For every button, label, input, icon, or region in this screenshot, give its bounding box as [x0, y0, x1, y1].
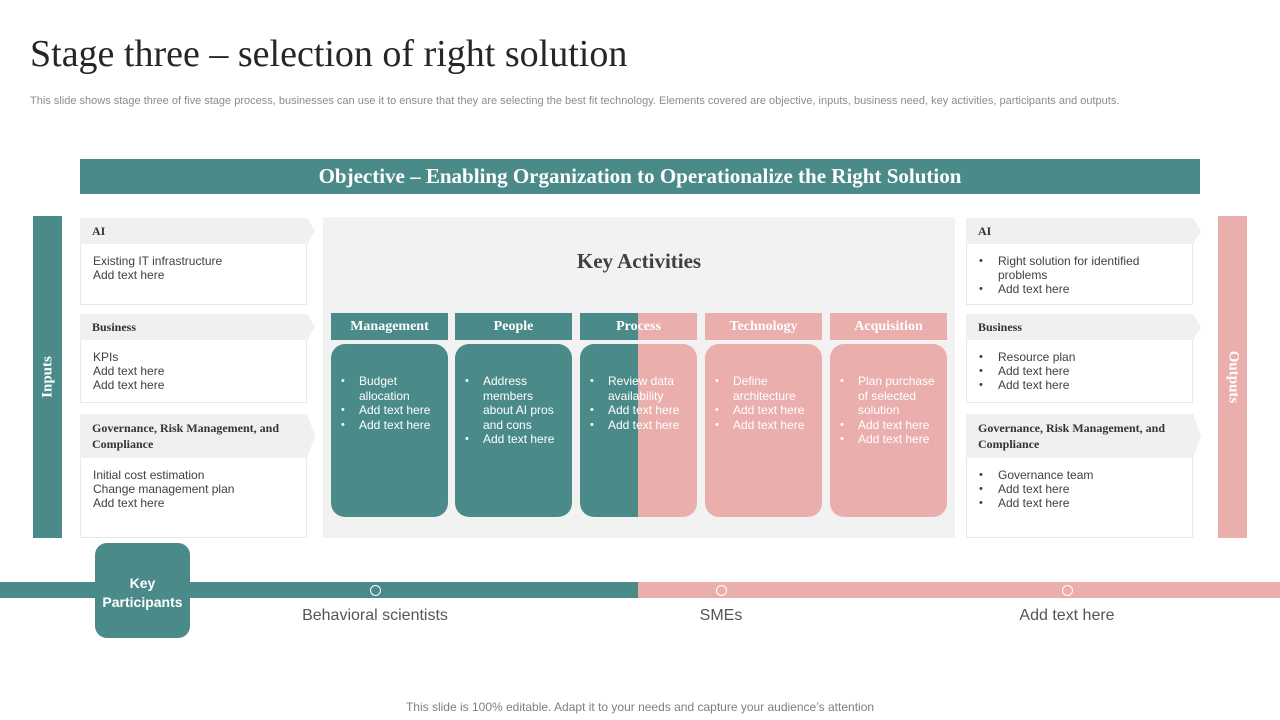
input-line: Add text here: [93, 378, 165, 392]
output-card-heading: Business: [966, 314, 1201, 340]
input-card-heading: Business: [80, 314, 315, 340]
participant-label: Behavioral scientists: [302, 607, 448, 624]
input-line: Add text here: [93, 496, 165, 510]
outputs-bar: Outputs: [1218, 216, 1247, 538]
inputs-label: Inputs: [39, 356, 55, 398]
timeline-marker: [716, 585, 727, 596]
activity-bullet: Review data availability: [590, 374, 689, 403]
key-activities-title: Key Activities: [576, 249, 702, 273]
output-card-body: Governance team Add text here Add text h…: [966, 458, 1193, 538]
activity-body-people: Address members about AI pros and cons A…: [455, 344, 572, 517]
output-card-business: Business Resource plan Add text here Add…: [966, 314, 1201, 403]
input-card-heading: AI: [80, 218, 315, 244]
footer-note: This slide is 100% editable. Adapt it to…: [405, 700, 875, 714]
activity-bullet: Address members about AI pros and cons: [465, 374, 564, 432]
participant-label: Add text here: [1019, 607, 1115, 624]
activity-bullet: Define architecture: [715, 374, 814, 403]
activity-heading-process: Process: [580, 313, 697, 340]
activity-body-acquisition: Plan purchase of selected solution Add t…: [830, 344, 947, 517]
outputs-label: Outputs: [1225, 350, 1241, 404]
activity-heading-technology: Technology: [705, 313, 822, 340]
key-participants-box: Key Participants: [95, 543, 190, 638]
output-bullet: Add text here: [979, 282, 1180, 296]
output-bullet: Right solution for identified problems: [979, 254, 1180, 282]
input-line: KPIs: [93, 350, 119, 364]
output-bullet: Add text here: [979, 364, 1180, 378]
activity-heading-management: Management: [331, 313, 448, 340]
timeline-marker: [370, 585, 381, 596]
activity-bullet: Add text here: [465, 432, 564, 447]
timeline-bar-right: [638, 582, 1280, 598]
activity-body-management: Budget allocation Add text here Add text…: [331, 344, 448, 517]
output-card-governance: Governance, Risk Management, and Complia…: [966, 414, 1201, 538]
output-card-body: Resource plan Add text here Add text her…: [966, 340, 1193, 403]
activity-body-technology: Define architecture Add text here Add te…: [705, 344, 822, 517]
activity-bullet: Add text here: [840, 418, 939, 433]
output-card-ai: AI Right solution for identified problem…: [966, 218, 1201, 305]
activity-bullet: Add text here: [341, 403, 440, 418]
input-line: Existing IT infrastructure: [93, 254, 223, 268]
input-card-body: Initial cost estimation Change managemen…: [80, 458, 307, 538]
activity-bullet: Add text here: [590, 403, 689, 418]
activity-bullet: Add text here: [341, 418, 440, 433]
activity-heading-acquisition: Acquisition: [830, 313, 947, 340]
input-line: Add text here: [93, 364, 165, 378]
input-line: Add text here: [93, 268, 165, 282]
objective-banner: Objective – Enabling Organization to Ope…: [80, 159, 1200, 194]
page-subtitle: This slide shows stage three of five sta…: [30, 95, 1120, 107]
input-card-body: Existing IT infrastructure Add text here: [80, 244, 307, 305]
participant-label: SMEs: [699, 607, 743, 624]
input-card-body: KPIs Add text here Add text here: [80, 340, 307, 403]
input-line: Change management plan: [93, 482, 235, 496]
output-bullet: Add text here: [979, 496, 1180, 510]
activity-bullet: Add text here: [840, 432, 939, 447]
activity-body-process: Review data availability Add text here A…: [580, 344, 697, 517]
timeline-marker: [1062, 585, 1073, 596]
output-card-body: Right solution for identified problems A…: [966, 244, 1193, 305]
output-card-heading: Governance, Risk Management, and Complia…: [966, 414, 1201, 458]
activity-bullet: Budget allocation: [341, 374, 440, 403]
activity-heading-people: People: [455, 313, 572, 340]
input-card-business: Business KPIs Add text here Add text her…: [80, 314, 315, 403]
output-card-heading: AI: [966, 218, 1201, 244]
activity-bullet: Plan purchase of selected solution: [840, 374, 939, 418]
output-bullet: Add text here: [979, 482, 1180, 496]
page-title: Stage three – selection of right solutio…: [30, 33, 628, 75]
output-bullet: Add text here: [979, 378, 1180, 392]
output-bullet: Resource plan: [979, 350, 1180, 364]
inputs-bar: Inputs: [33, 216, 62, 538]
activity-bullet: Add text here: [590, 418, 689, 433]
output-bullet: Governance team: [979, 468, 1180, 482]
input-card-ai: AI Existing IT infrastructure Add text h…: [80, 218, 315, 305]
input-card-heading: Governance, Risk Management, and Complia…: [80, 414, 315, 458]
input-line: Initial cost estimation: [93, 468, 205, 482]
activity-bullet: Add text here: [715, 403, 814, 418]
input-card-governance: Governance, Risk Management, and Complia…: [80, 414, 315, 538]
activity-bullet: Add text here: [715, 418, 814, 433]
